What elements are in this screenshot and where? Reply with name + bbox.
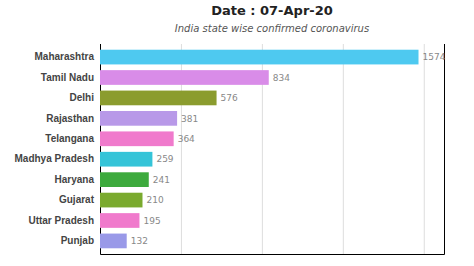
bar — [100, 131, 174, 146]
y-tick-label: Telangana — [45, 133, 94, 144]
y-tick-label: Maharashtra — [35, 51, 95, 62]
bar — [100, 111, 177, 126]
grid-line — [343, 44, 344, 254]
y-tick-label: Haryana — [55, 174, 95, 185]
data-label: 241 — [153, 175, 170, 185]
data-label: 834 — [273, 73, 290, 83]
subtitle: India state wise confirmed coronavirus — [175, 23, 369, 34]
y-tick: Haryana — [55, 174, 100, 185]
data-label: 210 — [146, 195, 163, 205]
data-label: 1574 — [423, 52, 446, 62]
y-tick: Gujarat — [59, 194, 100, 205]
data-label: 195 — [143, 216, 160, 226]
bar — [100, 234, 127, 249]
y-tick: Delhi — [70, 92, 100, 103]
bar — [100, 50, 419, 65]
data-label: 259 — [156, 154, 173, 164]
bar — [100, 213, 139, 228]
bar — [100, 91, 217, 106]
y-tick-label: Gujarat — [59, 194, 95, 205]
y-tick: Maharashtra — [35, 51, 100, 62]
bar — [100, 70, 269, 85]
bar — [100, 172, 149, 187]
y-tick: Rajasthan — [46, 113, 100, 124]
title: Date : 07-Apr-20 — [211, 3, 333, 18]
x-axis-line — [101, 44, 445, 255]
y-tick: Telangana — [45, 133, 100, 144]
y-tick-label: Madhya Pradesh — [15, 153, 94, 164]
y-axis: Maharashtra Tamil Nadu Delhi Rajasthan Telan… — [15, 51, 100, 246]
y-tick-label: Rajasthan — [46, 113, 94, 124]
grid-line — [424, 44, 425, 254]
y-tick: Madhya Pradesh — [15, 153, 100, 164]
y-tick-label: Punjab — [61, 235, 94, 246]
bar — [100, 152, 152, 167]
data-label: 576 — [221, 93, 238, 103]
y-tick-label: Uttar Pradesh — [28, 215, 94, 226]
y-tick: Punjab — [61, 235, 100, 246]
data-label: 381 — [181, 114, 198, 124]
chart: Date : 07-Apr-20 India state wise confirm… — [0, 0, 474, 266]
y-tick-label: Tamil Nadu — [41, 72, 94, 83]
y-tick-label: Delhi — [70, 92, 95, 103]
plot: Maharashtra Tamil Nadu Delhi Rajasthan Telan… — [15, 44, 446, 255]
x-tick — [424, 44, 425, 254]
y-tick: Uttar Pradesh — [28, 215, 100, 226]
data-label: 132 — [131, 236, 148, 246]
x-tick — [343, 44, 344, 254]
bars — [100, 50, 419, 249]
data-labels: 1574 834 576 381 364 259 241 210 195 132 — [131, 52, 446, 246]
x-axis — [101, 44, 445, 255]
bar — [100, 193, 142, 208]
y-tick: Tamil Nadu — [41, 72, 100, 83]
data-label: 364 — [178, 134, 195, 144]
